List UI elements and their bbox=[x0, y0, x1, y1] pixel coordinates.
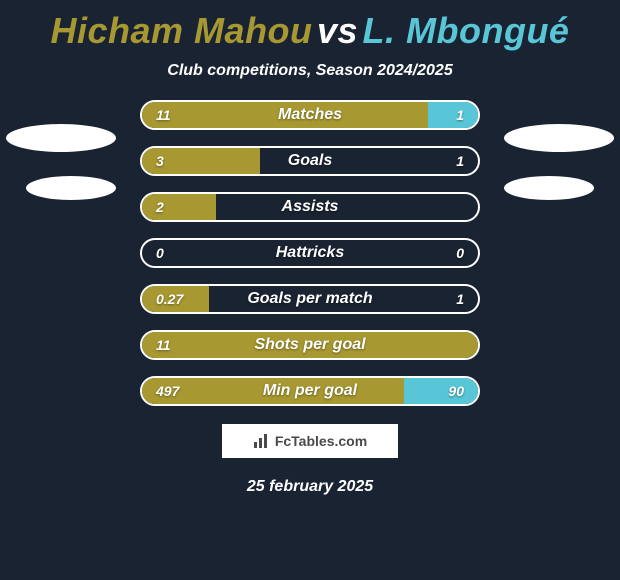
stat-bar: Min per goal49790 bbox=[140, 376, 480, 406]
stat-bar-right-value: 0 bbox=[456, 245, 464, 261]
stat-bar: Assists2 bbox=[140, 192, 480, 222]
brand-text: FcTables.com bbox=[275, 433, 367, 449]
title-left: Hicham Mahou bbox=[51, 10, 313, 51]
player-left-flag-placeholder bbox=[6, 124, 116, 152]
stat-bar: Goals31 bbox=[140, 146, 480, 176]
stat-bar-left-segment bbox=[142, 286, 209, 312]
stat-bar-left-value: 0 bbox=[156, 245, 164, 261]
bar-chart-icon bbox=[253, 433, 269, 449]
stat-bar-right-segment bbox=[428, 102, 478, 128]
stat-bar-left-segment bbox=[142, 378, 404, 404]
subtitle: Club competitions, Season 2024/2025 bbox=[0, 62, 620, 80]
date-label: 25 february 2025 bbox=[0, 478, 620, 496]
stat-bar-left-segment bbox=[142, 194, 216, 220]
stat-bar-right-segment bbox=[404, 378, 478, 404]
brand-link[interactable]: FcTables.com bbox=[220, 422, 400, 460]
player-left-club-placeholder bbox=[26, 176, 116, 200]
stat-bar-right-value: 1 bbox=[456, 291, 464, 307]
stat-bar-right-value: 1 bbox=[456, 153, 464, 169]
stat-bar: Hattricks0 0 bbox=[140, 238, 480, 268]
stat-bar-label: Hattricks bbox=[142, 244, 478, 262]
stat-bar: Matches111 bbox=[140, 100, 480, 130]
title-vs: vs bbox=[317, 10, 358, 51]
player-right-flag-placeholder bbox=[504, 124, 614, 152]
page-title: Hicham Mahou vs L. Mbongué bbox=[0, 0, 620, 52]
stat-bar-left-segment bbox=[142, 148, 260, 174]
stats-bar-chart: Matches111 Goals31 Assists2 Hattricks0 0 Goal… bbox=[140, 100, 480, 406]
player-right-club-placeholder bbox=[504, 176, 594, 200]
stat-bar: Shots per goal11 bbox=[140, 330, 480, 360]
title-right: L. Mbongué bbox=[363, 10, 570, 51]
stat-bar-left-segment bbox=[142, 332, 478, 358]
stat-bar: Goals per match0.271 bbox=[140, 284, 480, 314]
stat-bar-left-segment bbox=[142, 102, 428, 128]
